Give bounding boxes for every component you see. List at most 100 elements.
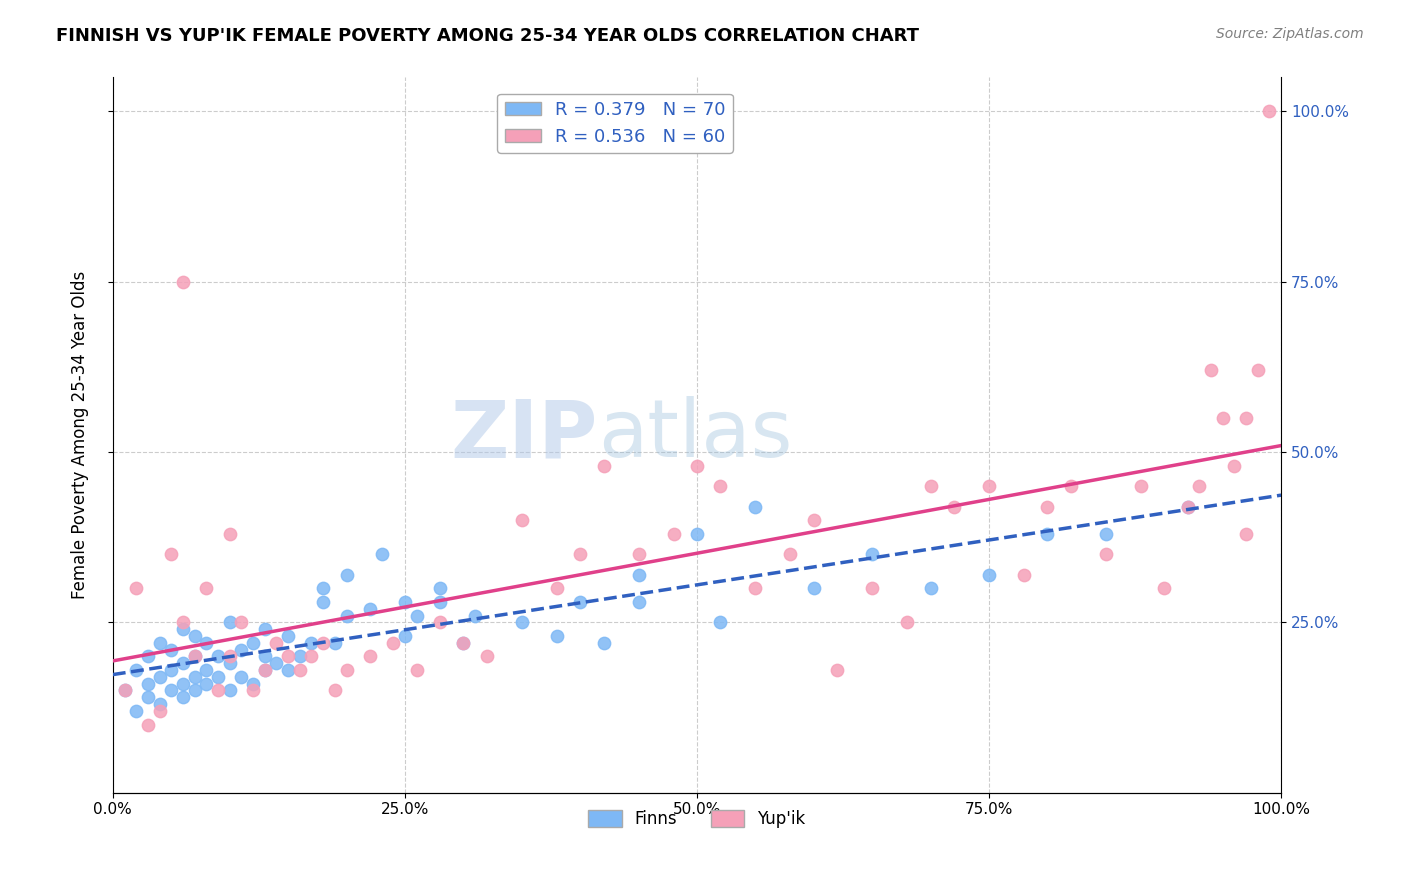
Point	[453, 636, 475, 650]
Point	[1234, 411, 1257, 425]
Text: atlas: atlas	[598, 396, 792, 474]
Point	[195, 663, 218, 677]
Point	[370, 547, 392, 561]
Point	[160, 642, 183, 657]
Point	[253, 663, 276, 677]
Point	[860, 582, 883, 596]
Point	[627, 547, 650, 561]
Point	[218, 657, 240, 671]
Point	[803, 582, 825, 596]
Point	[136, 690, 159, 705]
Point	[172, 615, 194, 630]
Point	[382, 636, 405, 650]
Point	[1188, 479, 1211, 493]
Point	[183, 670, 205, 684]
Point	[429, 595, 451, 609]
Point	[510, 615, 533, 630]
Point	[1212, 411, 1234, 425]
Point	[569, 547, 592, 561]
Point	[277, 629, 299, 643]
Text: Source: ZipAtlas.com: Source: ZipAtlas.com	[1216, 27, 1364, 41]
Point	[1153, 582, 1175, 596]
Point	[359, 601, 381, 615]
Point	[744, 500, 766, 514]
Point	[183, 649, 205, 664]
Point	[627, 595, 650, 609]
Point	[1036, 526, 1059, 541]
Point	[242, 676, 264, 690]
Point	[803, 513, 825, 527]
Point	[1234, 526, 1257, 541]
Point	[464, 608, 486, 623]
Point	[1095, 547, 1118, 561]
Point	[148, 636, 170, 650]
Point	[148, 697, 170, 711]
Y-axis label: Female Poverty Among 25-34 Year Olds: Female Poverty Among 25-34 Year Olds	[72, 271, 89, 599]
Point	[231, 670, 253, 684]
Point	[405, 663, 427, 677]
Point	[592, 636, 614, 650]
Point	[1247, 363, 1270, 377]
Point	[266, 636, 288, 650]
Point	[394, 595, 416, 609]
Point	[125, 663, 148, 677]
Point	[136, 717, 159, 731]
Point	[569, 595, 592, 609]
Text: ZIP: ZIP	[450, 396, 598, 474]
Point	[744, 582, 766, 596]
Point	[183, 649, 205, 664]
Point	[1095, 526, 1118, 541]
Point	[207, 683, 229, 698]
Point	[288, 663, 311, 677]
Point	[172, 275, 194, 289]
Point	[686, 458, 709, 473]
Point	[242, 636, 264, 650]
Point	[779, 547, 801, 561]
Point	[288, 649, 311, 664]
Point	[546, 629, 568, 643]
Point	[195, 582, 218, 596]
Point	[301, 649, 323, 664]
Point	[896, 615, 918, 630]
Point	[1060, 479, 1083, 493]
Point	[114, 683, 136, 698]
Point	[323, 636, 346, 650]
Point	[218, 683, 240, 698]
Point	[1258, 104, 1281, 119]
Point	[1129, 479, 1152, 493]
Point	[148, 704, 170, 718]
Point	[429, 582, 451, 596]
Point	[1199, 363, 1222, 377]
Point	[977, 479, 1000, 493]
Point	[335, 663, 357, 677]
Point	[453, 636, 475, 650]
Point	[207, 670, 229, 684]
Point	[860, 547, 883, 561]
Point	[920, 479, 942, 493]
Point	[195, 636, 218, 650]
Point	[266, 657, 288, 671]
Point	[207, 649, 229, 664]
Point	[148, 670, 170, 684]
Point	[231, 642, 253, 657]
Point	[323, 683, 346, 698]
Point	[920, 582, 942, 596]
Point	[125, 704, 148, 718]
Point	[312, 595, 335, 609]
Point	[172, 622, 194, 636]
Point	[709, 479, 731, 493]
Point	[335, 567, 357, 582]
Point	[662, 526, 685, 541]
Point	[301, 636, 323, 650]
Point	[335, 608, 357, 623]
Point	[218, 526, 240, 541]
Point	[136, 649, 159, 664]
Point	[359, 649, 381, 664]
Point	[218, 649, 240, 664]
Point	[1223, 458, 1246, 473]
Point	[1177, 500, 1199, 514]
Point	[943, 500, 966, 514]
Point	[183, 683, 205, 698]
Point	[825, 663, 848, 677]
Point	[592, 458, 614, 473]
